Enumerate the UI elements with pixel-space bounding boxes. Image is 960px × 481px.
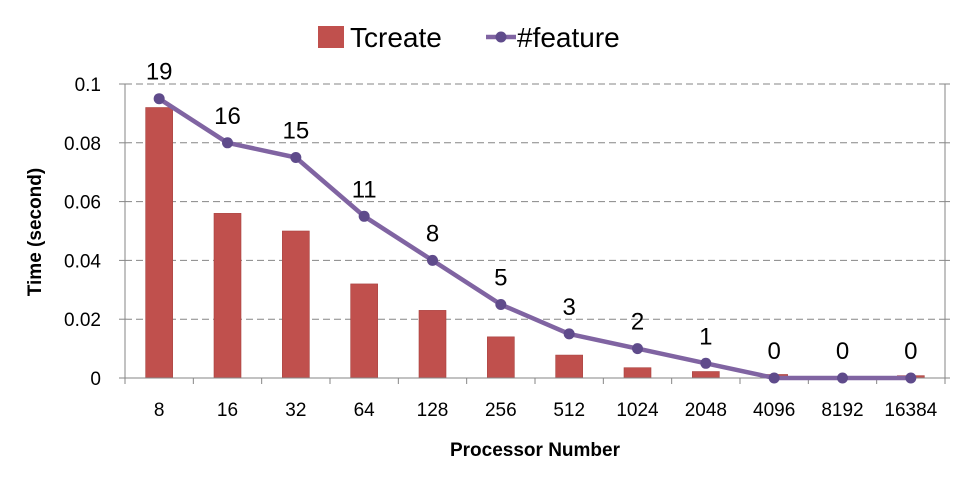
- x-tick-label: 8192: [821, 400, 863, 421]
- x-tick-label: 8: [154, 400, 165, 421]
- data-labels: 19 16 15 11 8 5 3 2 1 0 0 0: [146, 59, 918, 365]
- bar-series-tcreate: [145, 107, 925, 379]
- data-label: 19: [146, 59, 173, 86]
- x-tick-label: 256: [485, 400, 517, 421]
- x-tick-label: 32: [285, 400, 306, 421]
- point: [290, 152, 302, 163]
- y-tick-label: 0: [90, 369, 101, 390]
- x-tick-label: 16384: [884, 400, 937, 421]
- y-tick-label: 0.06: [64, 193, 101, 214]
- bar: [350, 283, 378, 379]
- point: [632, 343, 643, 355]
- data-label: 8: [426, 220, 439, 247]
- data-label: 0: [767, 338, 780, 365]
- x-tick-label: 128: [417, 400, 449, 421]
- bar: [692, 371, 720, 379]
- legend-label-feature: #feature: [517, 22, 620, 53]
- axes: [119, 83, 950, 384]
- bar: [282, 230, 310, 379]
- x-tick-label: 64: [354, 400, 376, 421]
- point: [768, 372, 780, 384]
- point: [358, 210, 370, 222]
- bar: [145, 107, 173, 379]
- line-series-feature: [153, 93, 917, 384]
- legend: Tcreate #feature: [318, 22, 620, 53]
- x-tick-label: 16: [217, 400, 238, 421]
- y-axis-title: Time (second): [25, 168, 46, 296]
- y-tick-label: 0.1: [75, 75, 101, 96]
- y-tick-labels: 0 0.02 0.04 0.06 0.08 0.1: [64, 75, 101, 390]
- point: [153, 93, 165, 105]
- x-tick-label: 2048: [685, 400, 727, 421]
- legend-swatch-feature-marker: [495, 31, 507, 43]
- gridlines: [125, 83, 945, 320]
- data-label: 11: [352, 176, 377, 203]
- data-label: 0: [836, 338, 849, 365]
- x-tick-label: 512: [553, 400, 585, 421]
- bar: [213, 213, 242, 379]
- data-label: 3: [562, 294, 575, 321]
- x-tick-labels: 8 16 32 64 128 256 512 1024 2048 4096 8192 16384: [154, 400, 938, 421]
- y-tick-label: 0.04: [64, 251, 101, 272]
- x-tick-label: 1024: [616, 400, 659, 421]
- y-tick-label: 0.08: [64, 134, 101, 155]
- bar: [623, 367, 652, 379]
- y-tick-label: 0.02: [64, 310, 101, 331]
- data-label: 1: [699, 323, 712, 350]
- legend-swatch-tcreate: [318, 26, 344, 48]
- point: [563, 328, 575, 340]
- data-label: 5: [494, 265, 507, 292]
- bar: [418, 310, 447, 379]
- x-tick-label: 4096: [753, 400, 795, 421]
- point: [222, 137, 233, 149]
- bar: [555, 354, 583, 379]
- point: [427, 254, 438, 266]
- data-label: 15: [282, 118, 309, 145]
- data-label: 0: [904, 338, 917, 365]
- point: [700, 357, 712, 369]
- bar: [487, 336, 515, 379]
- point: [905, 372, 917, 384]
- data-label: 2: [631, 309, 644, 336]
- series-line: [156, 96, 914, 381]
- legend-label-tcreate: Tcreate: [350, 22, 442, 53]
- data-label: 16: [214, 103, 241, 130]
- point: [495, 299, 507, 310]
- point: [837, 372, 848, 384]
- x-axis-title: Processor Number: [450, 440, 621, 461]
